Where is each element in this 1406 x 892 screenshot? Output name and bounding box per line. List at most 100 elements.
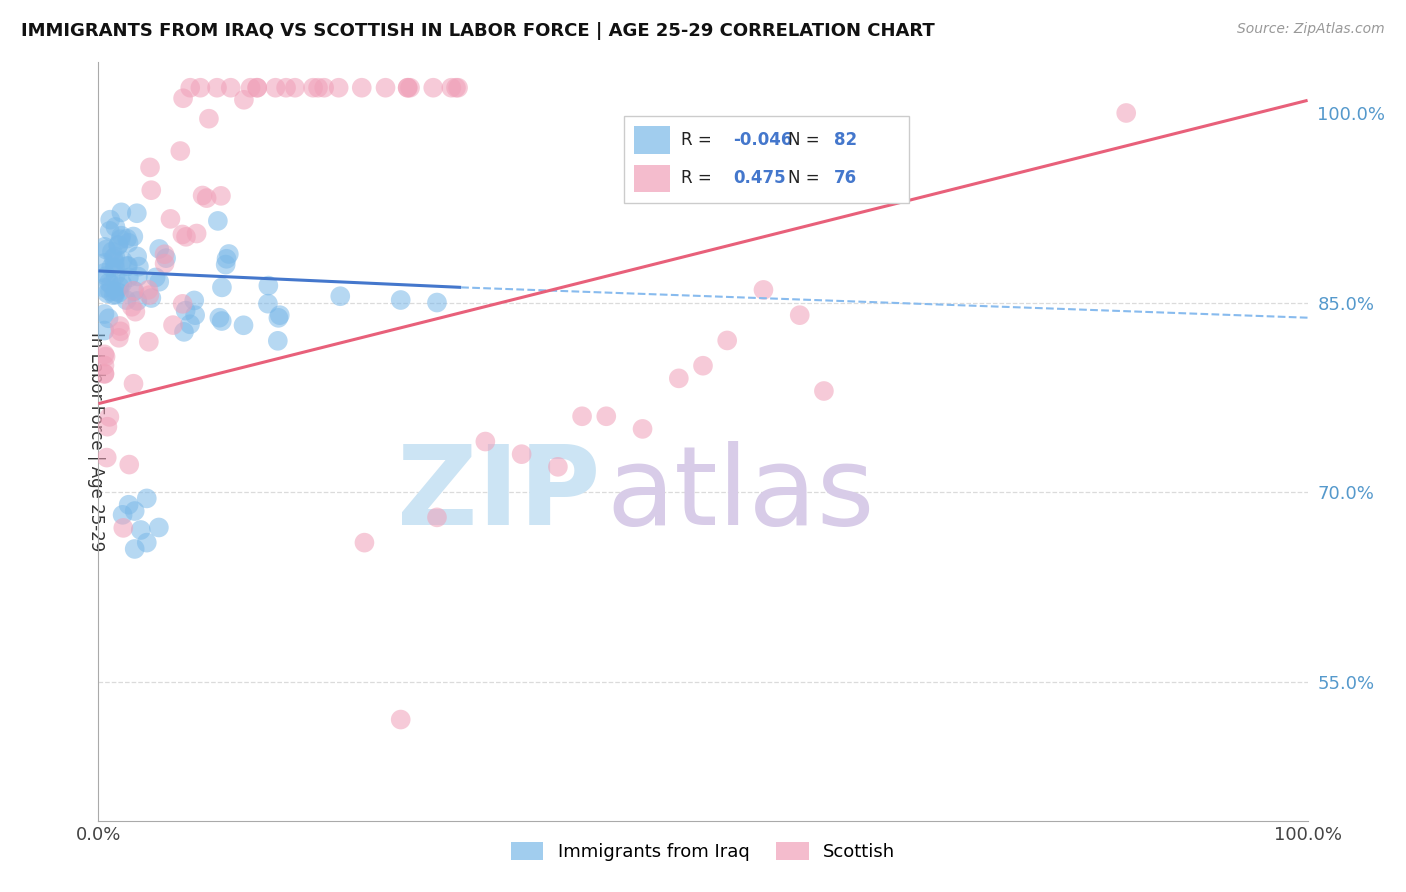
Point: [93, 367, 115, 381]
Point: [148, 275, 170, 289]
Point: [145, 270, 167, 285]
Point: [104, 219, 127, 234]
Point: [510, 447, 533, 461]
Point: [302, 80, 325, 95]
Point: [399, 80, 422, 95]
Point: [117, 259, 139, 273]
Point: [122, 284, 145, 298]
Point: [98, 409, 121, 424]
Point: [179, 80, 201, 95]
Point: [135, 491, 157, 506]
Point: [389, 713, 412, 727]
Point: [329, 289, 352, 303]
Point: [103, 288, 125, 302]
Point: [104, 260, 127, 275]
Point: [692, 359, 714, 373]
Point: [135, 535, 157, 549]
Text: IMMIGRANTS FROM IRAQ VS SCOTTISH IN LABOR FORCE | AGE 25-29 CORRELATION CHART: IMMIGRANTS FROM IRAQ VS SCOTTISH IN LABO…: [21, 22, 935, 40]
Point: [138, 288, 160, 302]
Point: [104, 268, 127, 283]
Point: [169, 144, 191, 158]
Point: [215, 258, 238, 272]
Text: N =: N =: [787, 169, 824, 187]
Point: [107, 237, 129, 252]
Point: [124, 304, 146, 318]
Point: [173, 325, 195, 339]
Text: R =: R =: [682, 169, 717, 187]
Point: [186, 227, 208, 241]
Point: [138, 334, 160, 349]
Y-axis label: In Labor Force | Age 25-29: In Labor Force | Age 25-29: [87, 332, 105, 551]
Point: [124, 504, 146, 518]
Point: [264, 80, 287, 95]
Point: [96, 268, 118, 283]
Point: [124, 541, 146, 556]
Point: [426, 510, 449, 524]
Point: [129, 523, 152, 537]
Point: [571, 409, 593, 424]
Point: [104, 250, 127, 264]
Point: [172, 227, 194, 242]
Point: [211, 280, 233, 294]
Point: [111, 253, 134, 268]
Point: [141, 291, 163, 305]
Point: [108, 279, 131, 293]
Text: Source: ZipAtlas.com: Source: ZipAtlas.com: [1237, 22, 1385, 37]
Point: [716, 334, 738, 348]
Point: [125, 206, 148, 220]
Point: [789, 308, 811, 322]
Point: [110, 232, 132, 246]
Text: 0.475: 0.475: [734, 169, 786, 187]
Point: [93, 367, 115, 381]
Legend: Immigrants from Iraq, Scottish: Immigrants from Iraq, Scottish: [503, 835, 903, 869]
Point: [93, 240, 115, 254]
Point: [422, 80, 444, 95]
Point: [155, 251, 177, 265]
Point: [232, 93, 254, 107]
Point: [117, 235, 139, 250]
Bar: [624, 116, 908, 202]
Point: [668, 371, 690, 385]
Point: [374, 80, 396, 95]
Point: [595, 409, 617, 424]
Point: [93, 307, 115, 321]
Point: [141, 183, 163, 197]
Text: atlas: atlas: [606, 442, 875, 548]
Point: [127, 293, 149, 308]
Point: [205, 80, 228, 95]
Point: [396, 80, 419, 95]
Point: [246, 80, 269, 95]
Point: [111, 508, 134, 522]
Point: [191, 188, 214, 202]
Point: [209, 189, 232, 203]
Point: [97, 311, 120, 326]
Bar: [634, 127, 671, 153]
Point: [93, 347, 115, 361]
Point: [198, 112, 221, 126]
Point: [98, 212, 121, 227]
Point: [107, 238, 129, 252]
Point: [174, 303, 197, 318]
Text: N =: N =: [787, 131, 824, 149]
Point: [190, 80, 212, 95]
Point: [127, 269, 149, 284]
Point: [474, 434, 496, 449]
Point: [148, 242, 170, 256]
Point: [96, 450, 118, 465]
Bar: [634, 165, 671, 192]
Point: [440, 80, 463, 95]
Point: [121, 300, 143, 314]
Point: [267, 334, 290, 348]
Point: [153, 247, 176, 261]
Point: [350, 80, 373, 95]
Point: [208, 310, 231, 325]
Point: [219, 80, 242, 95]
Point: [93, 256, 115, 270]
Text: -0.046: -0.046: [734, 131, 793, 149]
Point: [96, 243, 118, 257]
Point: [159, 211, 181, 226]
Point: [183, 293, 205, 308]
Point: [172, 91, 194, 105]
Point: [115, 293, 138, 307]
Point: [108, 285, 131, 300]
